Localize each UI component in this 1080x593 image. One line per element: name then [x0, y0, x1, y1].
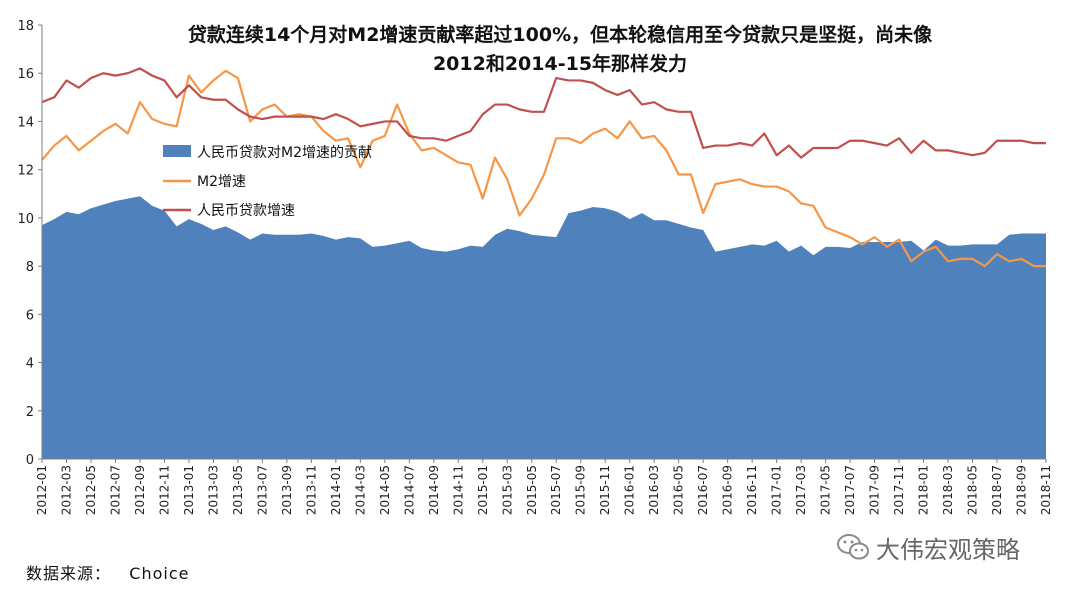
x-tick-label: 2015-05	[525, 465, 539, 515]
x-tick-label: 2015-09	[574, 465, 588, 515]
x-tick-label: 2017-11	[892, 465, 906, 515]
legend-entry-loan-growth: 人民币贷款增速	[197, 203, 295, 219]
x-tick-label: 2018-03	[941, 465, 955, 515]
y-tick-label: 4	[26, 357, 34, 372]
x-tick-label: 2014-03	[353, 465, 367, 515]
x-tick-label: 2015-03	[500, 465, 514, 515]
y-tick-label: 18	[17, 19, 34, 34]
y-tick-label: 14	[17, 115, 34, 130]
x-tick-label: 2018-11	[1039, 465, 1053, 515]
x-tick-label: 2016-07	[696, 465, 710, 515]
x-tick-label: 2018-09	[1015, 465, 1029, 515]
x-tick-label: 2018-07	[990, 465, 1004, 515]
series-area-loan-contribution	[42, 196, 1046, 459]
x-tick-label: 2015-07	[549, 465, 563, 515]
x-tick-label: 2016-11	[745, 465, 759, 515]
x-tick-label: 2014-09	[427, 465, 441, 515]
y-tick-label: 16	[17, 67, 34, 82]
x-tick-label: 2014-01	[329, 465, 343, 515]
source-label: 数据来源：	[26, 564, 112, 583]
x-tick-label: 2013-05	[231, 465, 245, 515]
x-tick-label: 2016-05	[672, 465, 686, 515]
watermark: 大伟宏观策略	[836, 531, 1020, 564]
x-tick-label: 2014-05	[378, 465, 392, 515]
x-tick-label: 2015-11	[598, 465, 612, 515]
legend-swatch	[163, 145, 191, 157]
x-tick-label: 2012-05	[84, 465, 98, 515]
x-tick-label: 2016-03	[647, 465, 661, 515]
chart-title-line2: 2012和2014-15年那样发力	[433, 52, 687, 75]
x-tick-label: 2012-07	[108, 465, 122, 515]
x-tick-label: 2013-07	[255, 465, 269, 515]
wechat-icon	[837, 534, 869, 560]
x-tick-label: 2013-09	[280, 465, 294, 515]
x-tick-label: 2014-11	[451, 465, 465, 515]
x-tick-label: 2016-01	[623, 465, 637, 515]
x-tick-label: 2012-01	[35, 465, 49, 515]
x-tick-label: 2017-03	[794, 465, 808, 515]
x-tick-label: 2014-07	[402, 465, 416, 515]
x-tick-label: 2017-07	[843, 465, 857, 515]
axes: 0 2 4 6 8 10 12 14 16 18 2012-01 2012-03 2012-05 2012…	[17, 19, 1053, 515]
x-tick-label: 2018-01	[917, 465, 931, 515]
y-tick-label: 2	[26, 405, 34, 420]
x-tick-label: 2013-11	[304, 465, 318, 515]
series-line-loan-growth	[41, 67, 1046, 159]
x-tick-label: 2012-11	[157, 465, 171, 515]
source-value: Choice	[129, 564, 190, 583]
x-tick-label: 2017-01	[770, 465, 784, 515]
series-line-m2-growth	[41, 69, 1046, 268]
legend-entry-loan-contribution: 人民币贷款对M2增速的贡献	[197, 145, 372, 161]
watermark-text: 大伟宏观策略	[876, 535, 1020, 564]
source-note: 数据来源： Choice	[26, 560, 189, 584]
x-tick-label: 2015-01	[476, 465, 490, 515]
y-tick-label: 12	[17, 164, 34, 179]
y-tick-label: 10	[17, 212, 34, 227]
x-tick-label: 2016-09	[721, 465, 735, 515]
x-tick-label: 2013-01	[182, 465, 196, 515]
x-tick-label: 2012-03	[59, 465, 73, 515]
y-tick-label: 0	[26, 453, 34, 468]
x-tick-label: 2013-03	[206, 465, 220, 515]
y-tick-label: 6	[26, 308, 34, 323]
plot-area	[41, 67, 1046, 459]
x-tick-label: 2017-09	[868, 465, 882, 515]
x-tick-label: 2018-05	[966, 465, 980, 515]
x-tick-label: 2017-05	[819, 465, 833, 515]
x-tick-label: 2012-09	[133, 465, 147, 515]
chart-title-line1: 贷款连续14个月对M2增速贡献率超过100%，但本轮稳信用至今贷款只是坚挺，尚未…	[188, 23, 933, 46]
y-tick-label: 8	[26, 260, 34, 275]
legend-entry-m2-growth: M2增速	[197, 174, 246, 190]
